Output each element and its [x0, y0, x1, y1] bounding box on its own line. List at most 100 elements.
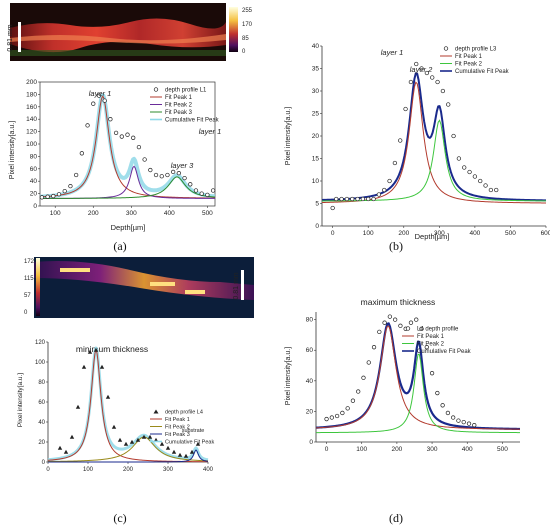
- data-point: [387, 314, 393, 319]
- data-point: [171, 449, 177, 454]
- data-point: [445, 410, 451, 416]
- x-tick-label: 500: [497, 446, 508, 453]
- legend-entry: L4 depth profile: [417, 327, 459, 333]
- legend-entry: Fit Peak 1: [165, 95, 193, 101]
- image-a-scale-tick: 0: [242, 49, 246, 55]
- annotation: layer 1: [381, 48, 404, 57]
- y-tick-label: 80: [306, 317, 314, 324]
- data-point: [39, 195, 45, 200]
- data-point: [462, 165, 467, 170]
- data-point: [210, 188, 216, 193]
- y-tick-label: 35: [312, 66, 320, 73]
- data-point: [182, 175, 187, 181]
- legend-marker: [153, 87, 159, 92]
- y-tick-label: 40: [306, 378, 314, 385]
- y-axis-label: Pixel intensity[a.u.]: [285, 347, 292, 405]
- x-tick-label: 100: [356, 446, 367, 453]
- data-point: [478, 178, 483, 184]
- x-tick-label: 500: [505, 230, 516, 237]
- data-point: [419, 66, 424, 71]
- x-tick-label: 400: [164, 210, 175, 217]
- data-point: [99, 364, 105, 369]
- x-tick-label: 200: [88, 210, 99, 217]
- x-tick-label: 300: [427, 446, 438, 453]
- data-point: [371, 345, 377, 350]
- data-point: [205, 192, 210, 197]
- data-point: [376, 192, 382, 197]
- x-tick-label: 600: [541, 230, 550, 237]
- data-point: [414, 317, 419, 322]
- legend-entry: Fit Peak 2: [165, 103, 193, 109]
- data-point: [329, 415, 334, 420]
- data-point: [171, 169, 176, 175]
- data-point: [403, 106, 408, 112]
- annotation: layer 1: [199, 127, 222, 136]
- y-tick-label: 0: [315, 223, 319, 230]
- data-point: [63, 449, 69, 454]
- data-point: [456, 418, 461, 423]
- x-tick-label: 0: [46, 467, 50, 473]
- legend-entry: depth profile L3: [455, 47, 497, 53]
- y-tick-label: 20: [306, 408, 314, 415]
- y-axis-label: Pixel intensity[a.u.]: [17, 373, 24, 427]
- x-tick-label: 400: [469, 230, 480, 237]
- data-point: [62, 188, 67, 194]
- x-tick-label: 100: [50, 210, 61, 217]
- y-tick-label: 60: [38, 400, 45, 406]
- y-tick-label: 25: [312, 111, 320, 118]
- legend-entry: Fit Peak 1: [417, 334, 445, 340]
- data-point: [382, 187, 387, 193]
- data-point: [334, 413, 340, 419]
- data-point: [45, 194, 50, 199]
- data-point: [69, 434, 75, 439]
- y-tick-label: 20: [30, 191, 38, 198]
- y-tick-label: 5: [315, 201, 319, 208]
- data-point: [79, 151, 84, 156]
- chart-c: 0 20 40 60 80 100 120 0 100 200 300 400 Pixel intens…: [17, 340, 214, 473]
- data-point: [366, 360, 371, 365]
- data-point: [68, 184, 73, 189]
- x-tick-label: 300: [126, 210, 137, 217]
- data-point: [435, 79, 440, 85]
- data-point: [494, 187, 499, 193]
- y-tick-label: 20: [38, 440, 45, 446]
- data-point: [387, 178, 392, 184]
- data-point: [199, 191, 204, 196]
- x-tick-label: 400: [462, 446, 473, 453]
- data-point: [398, 138, 403, 143]
- data-point: [75, 404, 81, 409]
- series-fit-peak-1: [315, 325, 521, 430]
- y-tick-label: 80: [38, 380, 45, 386]
- data-point: [467, 169, 472, 175]
- data-point: [360, 196, 366, 202]
- data-point: [424, 345, 429, 350]
- y-tick-label: 60: [30, 166, 38, 173]
- image-c-scale-tick: 115: [24, 276, 34, 282]
- data-point: [195, 441, 201, 446]
- legend-entry: Cumulative Fit Peak: [455, 69, 510, 75]
- data-point: [96, 93, 102, 98]
- data-point: [102, 98, 107, 103]
- data-point: [73, 172, 79, 178]
- y-tick-label: 120: [35, 340, 46, 346]
- data-point: [429, 371, 435, 376]
- data-point: [366, 196, 371, 202]
- x-tick-label: 400: [203, 467, 214, 473]
- data-point: [148, 167, 153, 173]
- data-point: [141, 434, 147, 439]
- y-tick-label: 15: [312, 156, 320, 163]
- y-axis-label: Pixel intensity[a.u.]: [285, 107, 292, 165]
- annotation: layer 2: [410, 65, 433, 74]
- y-tick-label: 20: [312, 133, 320, 140]
- legend-entry: Cumulative Fit Peak: [165, 440, 214, 446]
- series-fit-peak-3: [39, 176, 216, 199]
- series-cumulative-fit: [47, 346, 209, 462]
- data-point: [355, 196, 360, 202]
- x-tick-label: 100: [363, 230, 374, 237]
- y-tick-label: 0: [33, 203, 37, 210]
- data-point: [424, 70, 430, 76]
